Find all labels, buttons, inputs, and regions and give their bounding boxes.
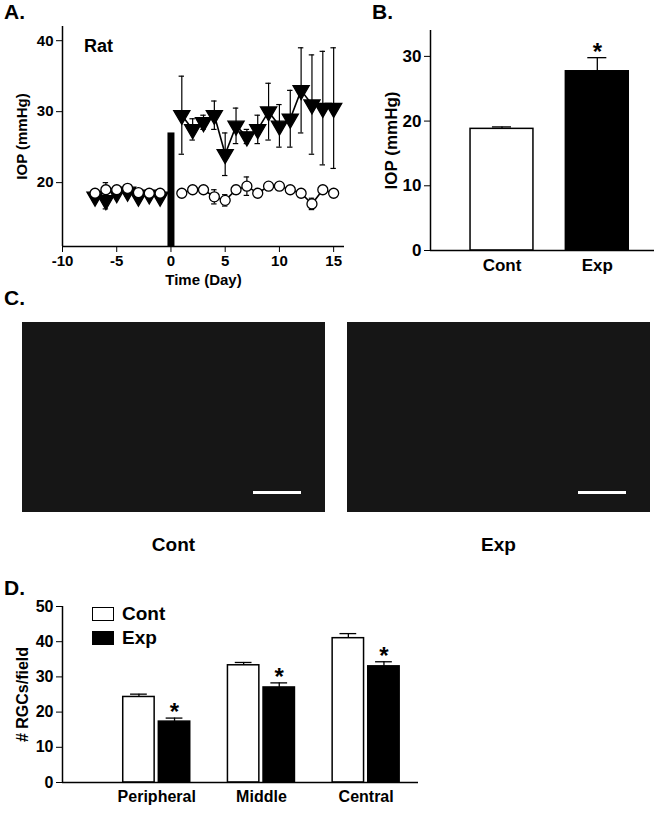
html-text:Exp: Exp xyxy=(481,534,516,555)
svg-text:Time (Day): Time (Day) xyxy=(165,271,241,288)
svg-text:5: 5 xyxy=(221,252,229,269)
svg-text:-10: -10 xyxy=(52,252,74,269)
svg-text:40: 40 xyxy=(36,633,54,650)
svg-text:10: 10 xyxy=(271,252,288,269)
svg-text:*: * xyxy=(379,642,389,669)
svg-text:0: 0 xyxy=(167,252,175,269)
svg-text:20: 20 xyxy=(37,173,54,190)
svg-text:20: 20 xyxy=(36,703,54,720)
svg-text:*: * xyxy=(275,663,285,690)
html-text:D.: D. xyxy=(4,576,25,599)
html-text:C.: C. xyxy=(4,286,25,309)
svg-text:# RGCs/field: # RGCs/field xyxy=(14,647,31,742)
svg-text:IOP (mmHg): IOP (mmHg) xyxy=(382,92,401,190)
svg-text:-5: -5 xyxy=(110,252,123,269)
svg-text:50: 50 xyxy=(36,598,54,615)
svg-text:30: 30 xyxy=(403,47,422,66)
svg-text:0: 0 xyxy=(45,774,54,791)
html-text:Rat: Rat xyxy=(84,36,113,56)
svg-text:15: 15 xyxy=(325,252,342,269)
html-text:Exp: Exp xyxy=(122,627,157,648)
svg-text:10: 10 xyxy=(403,176,422,195)
html-text:Cont: Cont xyxy=(122,603,166,624)
svg-text:30: 30 xyxy=(36,668,54,685)
svg-text:0: 0 xyxy=(412,241,421,260)
svg-text:*: * xyxy=(170,698,180,725)
html-text:B.: B. xyxy=(372,0,393,23)
svg-text:Central: Central xyxy=(339,788,394,805)
html-text:A.: A. xyxy=(4,0,25,23)
svg-text:Middle: Middle xyxy=(236,788,287,805)
svg-text:30: 30 xyxy=(37,102,54,119)
svg-text:Exp: Exp xyxy=(582,256,613,275)
html-text:Cont: Cont xyxy=(151,534,196,555)
svg-text:*: * xyxy=(593,38,603,65)
svg-text:IOP (mmHg): IOP (mmHg) xyxy=(13,93,30,179)
svg-text:40: 40 xyxy=(37,31,54,48)
svg-text:20: 20 xyxy=(403,112,422,131)
svg-text:Cont: Cont xyxy=(483,256,522,275)
svg-text:Peripheral: Peripheral xyxy=(118,788,196,805)
svg-text:10: 10 xyxy=(36,738,54,755)
